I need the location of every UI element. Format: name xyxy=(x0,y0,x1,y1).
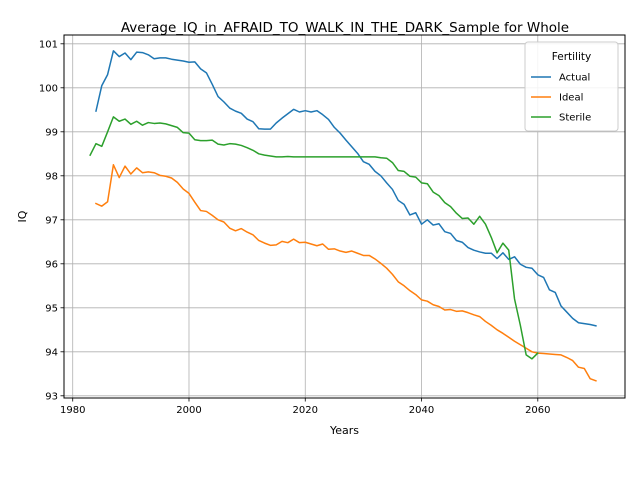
y-tick-label: 98 xyxy=(45,171,58,182)
legend-label-ideal: Ideal xyxy=(559,93,583,104)
y-tick-label: 101 xyxy=(39,39,58,50)
x-tick-label: 1980 xyxy=(60,405,85,416)
series-layer xyxy=(89,50,597,382)
axis-ticks: 1980 2000 2020 2040 2060 93 94 95 96 97 98 99 100 101 xyxy=(39,39,551,416)
x-tick-label: 2040 xyxy=(409,405,434,416)
y-tick-label: 93 xyxy=(45,391,58,402)
legend-box xyxy=(524,41,619,132)
legend-label-actual: Actual xyxy=(559,73,590,84)
y-tick-label: 95 xyxy=(45,303,58,314)
legend-title: Fertility xyxy=(552,51,591,63)
chart-title: Average_IQ_in_AFRAID_TO_WALK_IN_THE_DARK… xyxy=(121,20,569,36)
series-line-sterile xyxy=(89,116,539,360)
series-line-ideal xyxy=(94,164,597,382)
x-axis-label: Years xyxy=(329,424,359,437)
y-tick-label: 96 xyxy=(45,259,58,270)
y-tick-label: 97 xyxy=(45,215,58,226)
y-tick-label: 100 xyxy=(39,83,58,94)
y-axis-label: IQ xyxy=(16,210,29,222)
x-tick-label: 2020 xyxy=(293,405,318,416)
series-line-actual xyxy=(95,50,597,327)
plot-frame xyxy=(63,34,626,399)
x-tick-label: 2000 xyxy=(176,405,201,416)
y-tick-label: 94 xyxy=(45,347,58,358)
legend-label-sterile: Sterile xyxy=(559,113,591,124)
grid xyxy=(64,35,625,398)
legend: Fertility Actual Ideal Sterile xyxy=(524,41,619,132)
legend-items: Actual Ideal Sterile xyxy=(531,73,591,124)
x-tick-label: 2060 xyxy=(525,405,550,416)
y-tick-label: 99 xyxy=(45,127,58,138)
